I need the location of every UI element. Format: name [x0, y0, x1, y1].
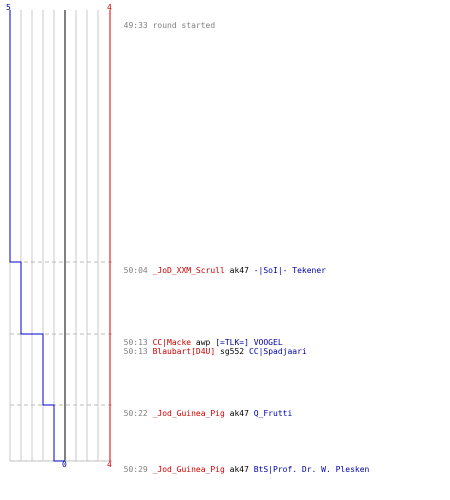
event-text: round started: [152, 21, 216, 30]
event-time: 50:13: [123, 338, 148, 347]
victim-name: CC|Spadjaari: [248, 347, 307, 356]
left-team-step-line: [9, 10, 65, 462]
event-time: 50:29: [123, 465, 148, 474]
killer-name: Blaubart[D4U]: [152, 347, 216, 356]
weapon-name: ak47: [229, 409, 249, 418]
kill-event: 50:04 _JoD_XXM_Scrull ak47 -|SoI|- Teken…: [114, 256, 326, 276]
event-time: 49:33: [123, 21, 148, 30]
victim-name: BtS|Prof. Dr. W. Plesken: [253, 465, 370, 474]
victim-name: [=TLK=] VOOGEL: [215, 338, 283, 347]
weapon-name: sg552: [220, 347, 245, 356]
killer-name: _Jod_Guinea_Pig: [152, 465, 225, 474]
weapon-name: ak47: [229, 266, 249, 275]
left-team-score-top: 5: [6, 3, 11, 12]
event-time: 50:13: [123, 347, 148, 356]
kill-event: 50:22 _Jod_Guinea_Pig ak47 Q_Frutti: [114, 399, 293, 419]
event-time: 50:22: [123, 409, 148, 418]
victim-name: -|SoI|- Tekener: [253, 266, 326, 275]
right-team-score-top: 4: [107, 3, 112, 12]
killer-name: _Jod_Guinea_Pig: [152, 409, 225, 418]
timeline-grid: [9, 10, 110, 462]
kill-event: 50:13 Blaubart[D4U] sg552 CC|Spadjaari: [114, 337, 307, 357]
killer-name: _JoD_XXM_Scrull: [152, 266, 225, 275]
right-team-score-bottom: 4: [107, 460, 112, 469]
victim-name: Q_Frutti: [253, 409, 293, 418]
weapon-name: awp: [195, 338, 211, 347]
weapon-name: ak47: [229, 465, 249, 474]
event-time: 50:04: [123, 266, 148, 275]
kill-event: 50:29 _Jod_Guinea_Pig ak47 BtS|Prof. Dr.…: [114, 455, 370, 475]
left-team-score-bottom: 0: [62, 460, 67, 469]
event-round-start: 49:33 round started: [114, 11, 216, 31]
killer-name: CC|Macke: [152, 338, 192, 347]
kill-event: 50:13 CC|Macke awp [=TLK=] VOOGEL: [114, 328, 283, 348]
